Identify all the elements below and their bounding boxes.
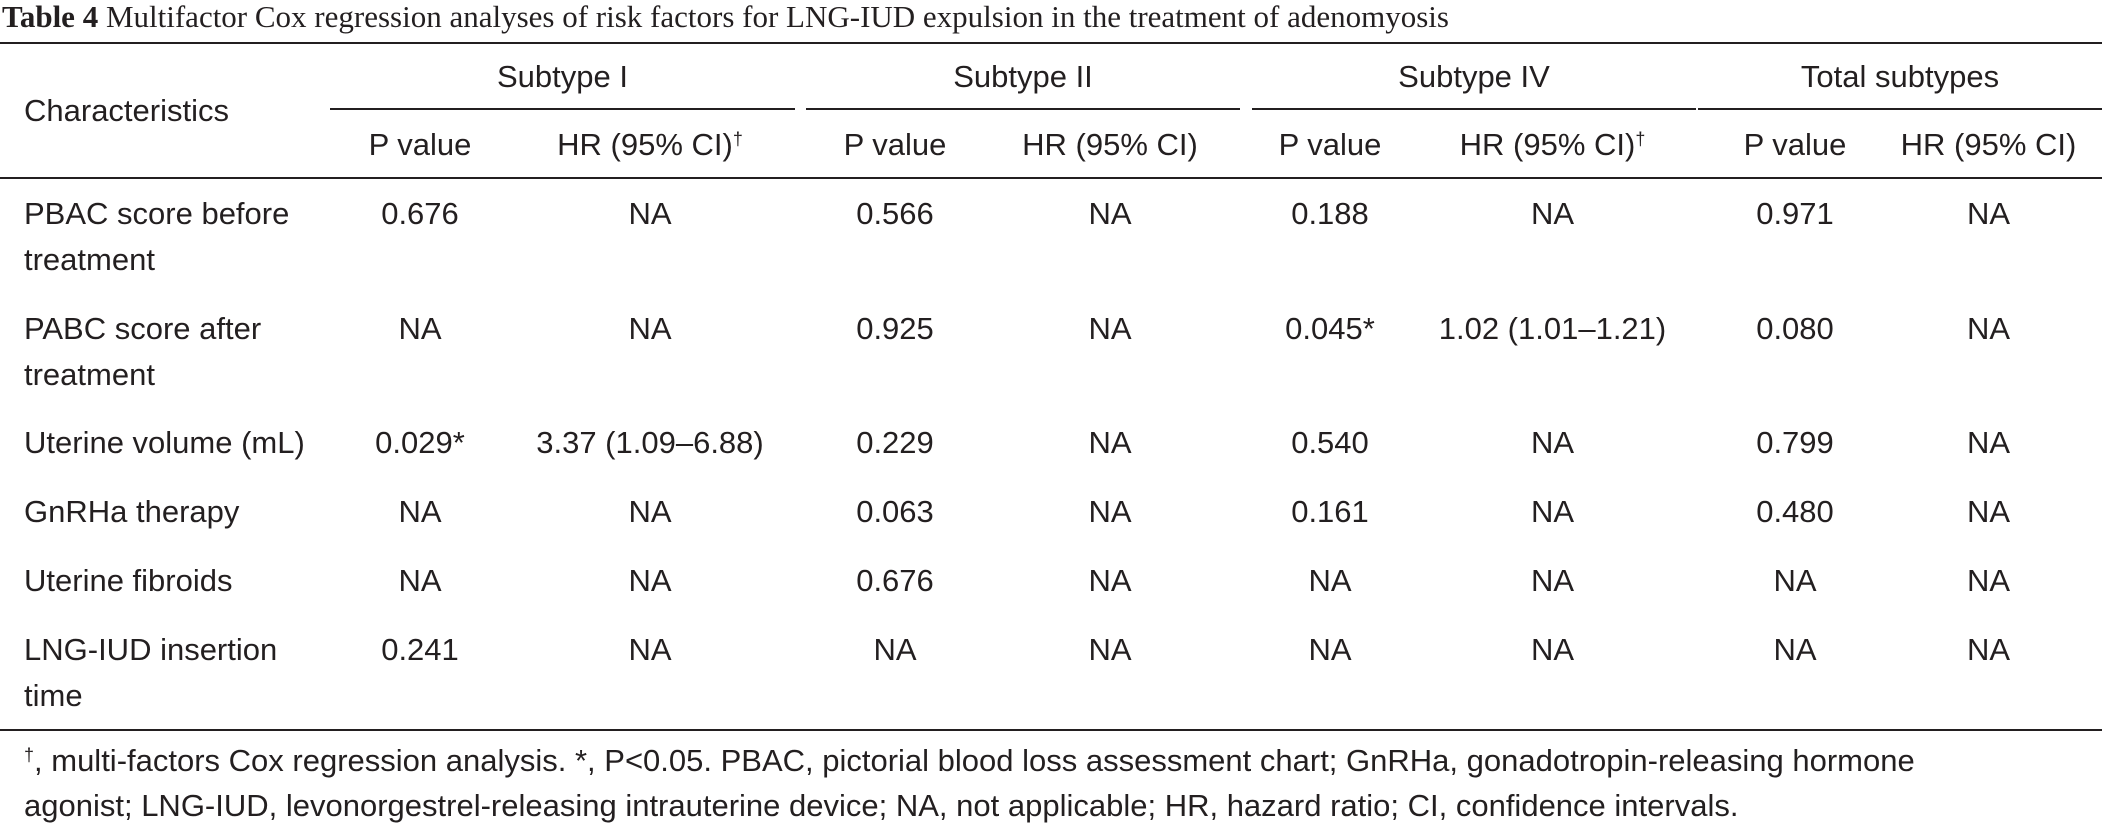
dagger-mark: † bbox=[732, 129, 743, 149]
table-cell: NA bbox=[1088, 425, 1132, 460]
subheader-p-value: P value bbox=[843, 127, 947, 162]
table-top-rule bbox=[0, 42, 2102, 44]
table-cell: NA bbox=[1530, 494, 1575, 529]
dagger-mark: † bbox=[1635, 129, 1646, 149]
group-rule-subtype-iv bbox=[1252, 108, 1696, 110]
table-cell: NA bbox=[1530, 196, 1575, 231]
table-label: Table 4 bbox=[2, 0, 99, 34]
table-cell: 0.799 bbox=[1756, 425, 1834, 460]
table-header-rule bbox=[0, 177, 2102, 179]
table-cell: NA bbox=[1088, 563, 1132, 598]
table-footnote-line-2: agonist; LNG-IUD, levonorgestrel-releasi… bbox=[24, 788, 1739, 823]
table-title: Multifactor Cox regression analyses of r… bbox=[105, 0, 1449, 34]
table-cell: 0.480 bbox=[1756, 494, 1834, 529]
dagger-mark: † bbox=[24, 745, 35, 765]
table-cell: NA bbox=[398, 563, 442, 598]
table-cell: 0.188 bbox=[1291, 196, 1369, 231]
table-cell: NA bbox=[1088, 632, 1132, 667]
row-label: PBAC score before treatment bbox=[24, 196, 290, 277]
table-cell: NA bbox=[1966, 425, 2011, 460]
table-caption: Table 4 Multifactor Cox regression analy… bbox=[2, 0, 1449, 40]
table-cell: 0.080 bbox=[1756, 311, 1834, 346]
table-cell: 0.045* bbox=[1285, 311, 1375, 346]
table-footnote-line-1: †, multi-factors Cox regression analysis… bbox=[24, 743, 1915, 778]
table-cell: NA bbox=[1966, 196, 2011, 231]
row-label: Uterine volume (mL) bbox=[24, 425, 305, 460]
table-cell: NA bbox=[1966, 563, 2011, 598]
subheader-p-value: P value bbox=[368, 127, 472, 162]
table-cell: NA bbox=[1088, 311, 1132, 346]
table-cell: NA bbox=[628, 632, 672, 667]
table-cell: NA bbox=[1773, 632, 1817, 667]
table-cell: 0.029* bbox=[375, 425, 465, 460]
row-label: GnRHa therapy bbox=[24, 494, 240, 529]
table-cell: NA bbox=[1530, 632, 1575, 667]
row-header: Characteristics bbox=[24, 93, 229, 128]
table-cell: 0.676 bbox=[381, 196, 459, 231]
table-cell: NA bbox=[628, 563, 672, 598]
row-label: LNG-IUD insertion time bbox=[24, 632, 278, 713]
group-rule-total-subtypes bbox=[1698, 108, 2102, 110]
subheader-hr: HR (95% CI) bbox=[1022, 127, 1198, 162]
table-cell: 0.971 bbox=[1756, 196, 1834, 231]
subheader-hr: HR (95% CI)† bbox=[1459, 127, 1646, 162]
table-cell: NA bbox=[1530, 425, 1575, 460]
group-header-subtype-i: Subtype I bbox=[497, 59, 628, 94]
table-bottom-rule bbox=[0, 729, 2102, 731]
table-cell: 0.161 bbox=[1291, 494, 1369, 529]
table-cell: 0.925 bbox=[856, 311, 934, 346]
table-cell: NA bbox=[628, 311, 672, 346]
row-label: Uterine fibroids bbox=[24, 563, 233, 598]
table-cell: NA bbox=[398, 494, 442, 529]
row-label: PABC score after treatment bbox=[24, 311, 262, 392]
table-cell: 0.241 bbox=[381, 632, 459, 667]
group-rule-subtype-i bbox=[330, 108, 795, 110]
table-cell: 0.229 bbox=[856, 425, 934, 460]
table-cell: 0.566 bbox=[856, 196, 934, 231]
table-cell: NA bbox=[628, 494, 672, 529]
table-cell: NA bbox=[1308, 563, 1352, 598]
table-cell: NA bbox=[1088, 196, 1132, 231]
table-cell: 3.37 (1.09–6.88) bbox=[536, 425, 764, 460]
table-cell: 0.540 bbox=[1291, 425, 1369, 460]
table-cell: 0.063 bbox=[856, 494, 934, 529]
group-rule-subtype-ii bbox=[806, 108, 1240, 110]
table-cell: NA bbox=[1530, 563, 1575, 598]
subheader-hr: HR (95% CI)† bbox=[557, 127, 743, 162]
group-header-subtype-iv: Subtype IV bbox=[1398, 59, 1550, 94]
table-cell: NA bbox=[1773, 563, 1817, 598]
subheader-hr: HR (95% CI) bbox=[1900, 127, 2077, 162]
table-cell: NA bbox=[1088, 494, 1132, 529]
group-header-subtype-ii: Subtype II bbox=[953, 59, 1093, 94]
table-cell: NA bbox=[1966, 311, 2011, 346]
table-cell: NA bbox=[628, 196, 672, 231]
table-cell: 1.02 (1.01–1.21) bbox=[1438, 311, 1667, 346]
table-cell: 0.676 bbox=[856, 563, 934, 598]
table-cell: NA bbox=[398, 311, 442, 346]
subheader-p-value: P value bbox=[1278, 127, 1382, 162]
table-cell: NA bbox=[1966, 494, 2011, 529]
subheader-p-value: P value bbox=[1743, 127, 1847, 162]
table-cell: NA bbox=[1308, 632, 1352, 667]
table-cell: NA bbox=[1966, 632, 2011, 667]
table-cell: NA bbox=[873, 632, 917, 667]
group-header-total-subtypes: Total subtypes bbox=[1800, 59, 2000, 94]
